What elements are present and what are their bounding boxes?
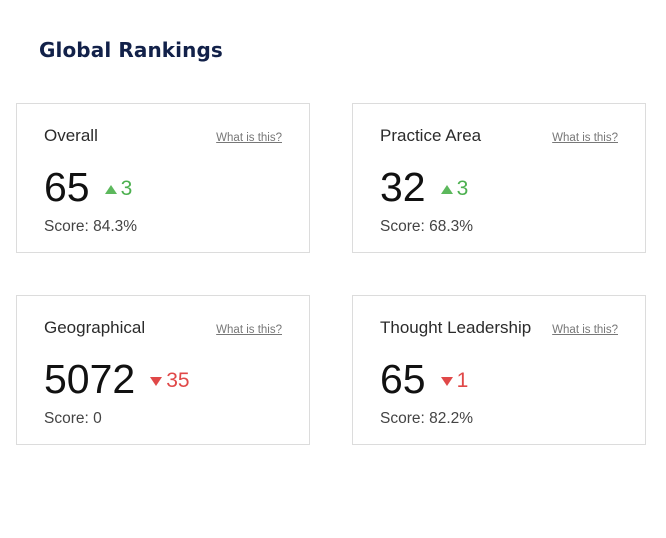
- rank-change-value: 3: [456, 177, 469, 200]
- rank-value: 32: [380, 164, 426, 210]
- score-text: Score: 82.2%: [380, 410, 474, 427]
- what-is-this-link[interactable]: What is this?: [216, 324, 282, 336]
- rank-metric: 65 1: [380, 357, 468, 401]
- card-title: Geographical: [44, 318, 146, 337]
- rank-metric: 65 3: [44, 165, 132, 209]
- card-title: Thought Leadership: [380, 318, 532, 337]
- rank-change: 35: [150, 369, 190, 393]
- rank-change: 3: [104, 177, 133, 201]
- what-is-this-link[interactable]: What is this?: [216, 132, 282, 144]
- ranking-card-thought-leadership: Thought Leadership What is this? 65 1 Sc…: [352, 295, 646, 445]
- card-title: Overall: [44, 126, 98, 145]
- ranking-card-overall: Overall What is this? 65 3 Score: 84.3%: [16, 103, 310, 253]
- rank-value: 5072: [44, 356, 136, 402]
- rank-change: 1: [440, 369, 469, 393]
- rank-value: 65: [380, 356, 426, 402]
- rank-value: 65: [44, 164, 90, 210]
- score-text: Score: 84.3%: [44, 218, 138, 235]
- rank-change-value: 35: [166, 369, 190, 392]
- triangle-up-icon: [104, 184, 117, 194]
- triangle-down-icon: [440, 376, 453, 386]
- what-is-this-link[interactable]: What is this?: [552, 132, 618, 144]
- rank-change: 3: [440, 177, 469, 201]
- score-text: Score: 68.3%: [380, 218, 474, 235]
- triangle-down-icon: [150, 376, 163, 386]
- rank-change-value: 1: [456, 369, 469, 392]
- triangle-up-icon: [440, 184, 453, 194]
- ranking-card-practice-area: Practice Area What is this? 32 3 Score: …: [352, 103, 646, 253]
- what-is-this-link[interactable]: What is this?: [552, 324, 618, 336]
- rank-metric: 5072 35: [44, 357, 190, 401]
- page-title: Global Rankings: [39, 38, 223, 62]
- rank-metric: 32 3: [380, 165, 468, 209]
- ranking-card-geographical: Geographical What is this? 5072 35 Score…: [16, 295, 310, 445]
- rank-change-value: 3: [120, 177, 133, 200]
- score-text: Score: 0: [44, 410, 102, 427]
- card-title: Practice Area: [380, 126, 482, 145]
